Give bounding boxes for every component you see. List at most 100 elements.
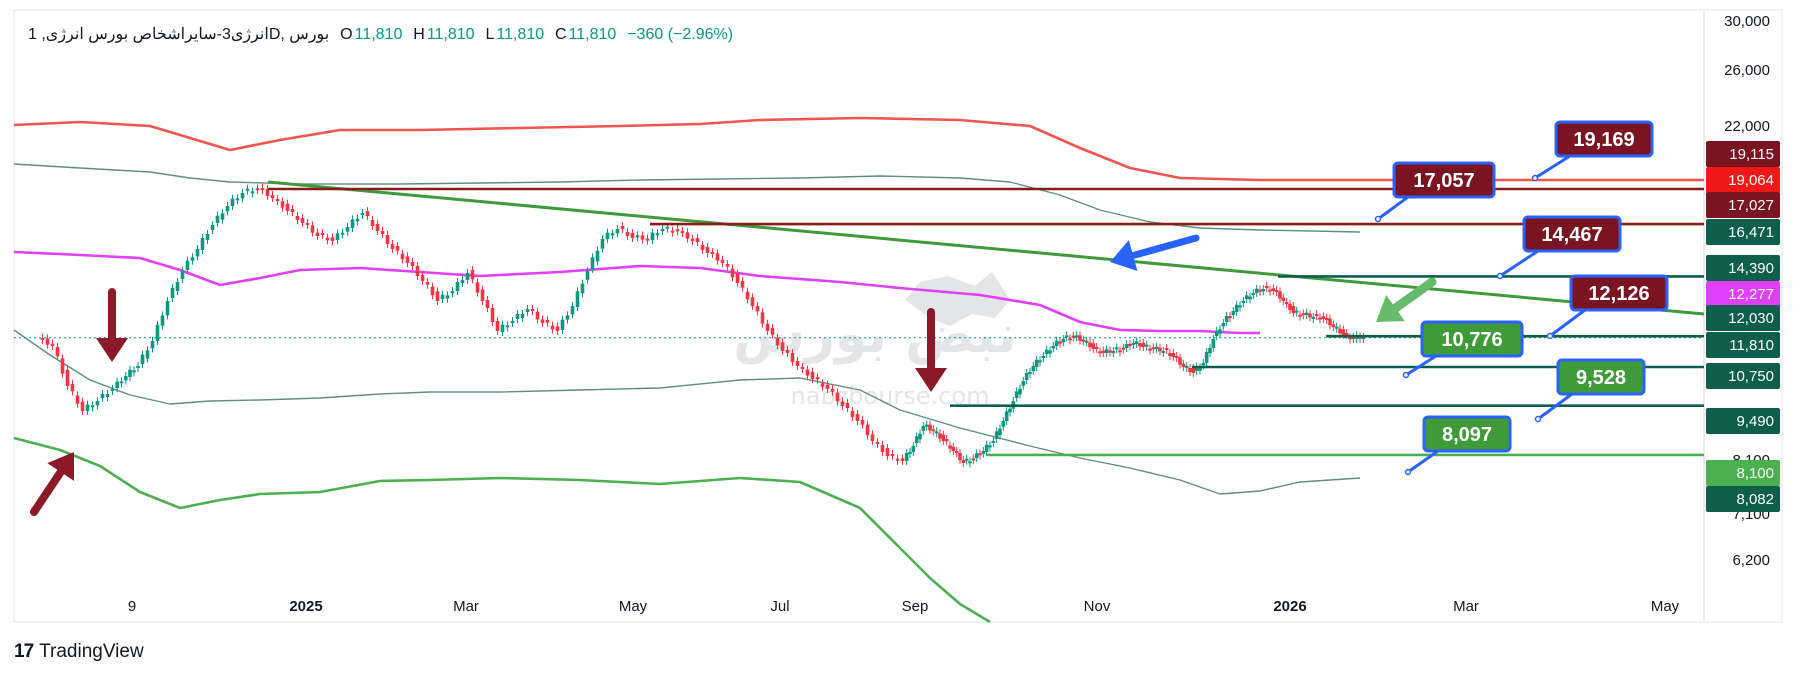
tradingview-brand[interactable]: 17 TradingView xyxy=(14,640,144,664)
candle xyxy=(490,304,495,326)
candle-body xyxy=(855,414,860,421)
candle-body xyxy=(1294,310,1299,313)
callout-label: 19,169 xyxy=(1573,129,1634,151)
candle-body xyxy=(95,401,100,406)
candle-body xyxy=(1134,341,1139,344)
candle-body xyxy=(195,249,200,257)
candle-body xyxy=(1288,304,1292,310)
candle-body xyxy=(765,323,770,331)
callout-label: 9,528 xyxy=(1576,367,1626,389)
candle-body xyxy=(951,446,956,451)
candle-body xyxy=(505,325,510,328)
candle xyxy=(210,221,215,234)
symbol-title[interactable]: انرژی3-سایراشخاص بورس انرژی, 1D, بورس xyxy=(28,26,330,43)
candle-body xyxy=(128,369,132,377)
candle xyxy=(595,246,600,266)
candle xyxy=(685,228,690,243)
candle-body xyxy=(1338,328,1342,334)
candle-body xyxy=(1138,343,1142,347)
candle-body xyxy=(1131,343,1136,345)
callout-anchor xyxy=(1496,272,1504,280)
candle xyxy=(944,435,949,446)
candle xyxy=(280,197,285,212)
price-badge: 11,810 xyxy=(1706,332,1780,358)
open-value: 11,810 xyxy=(354,26,403,43)
candle xyxy=(360,209,365,219)
candle xyxy=(931,425,936,436)
candle xyxy=(941,430,946,445)
candle-body xyxy=(470,270,475,280)
candle-body xyxy=(1108,350,1112,353)
candle-body xyxy=(675,229,680,232)
candle-body xyxy=(136,366,140,368)
candle xyxy=(1061,335,1066,347)
candle-body xyxy=(845,403,850,408)
candle-body xyxy=(1274,290,1279,292)
candle-body xyxy=(265,189,270,196)
candle-body xyxy=(230,198,235,206)
candle-body xyxy=(830,389,835,392)
candle-body xyxy=(918,433,922,440)
candle xyxy=(305,219,310,229)
price-badge-label: 17,027 xyxy=(1728,197,1774,214)
candle-body xyxy=(1058,341,1062,344)
candle xyxy=(890,450,895,460)
candle-body xyxy=(780,342,785,351)
candle xyxy=(365,207,370,220)
candle xyxy=(645,234,650,245)
candle xyxy=(235,194,240,205)
candle xyxy=(1071,331,1076,342)
candle xyxy=(1164,344,1169,354)
candle xyxy=(220,209,225,224)
candle xyxy=(1001,417,1006,431)
candle xyxy=(370,216,375,230)
candle xyxy=(1124,340,1129,352)
price-badge-label: 12,030 xyxy=(1728,310,1774,327)
callout-label: 12,126 xyxy=(1588,283,1649,305)
candle xyxy=(160,311,165,330)
candle-body xyxy=(1268,289,1272,292)
candle-body xyxy=(170,288,175,298)
price-badge-bg xyxy=(1706,460,1780,486)
arrow-shaft xyxy=(1129,234,1200,260)
moving-average xyxy=(13,250,1260,335)
candle-body xyxy=(1228,316,1232,318)
upper-band-red xyxy=(13,116,1704,182)
candle xyxy=(610,229,615,240)
candle-body xyxy=(60,358,65,374)
candle-body xyxy=(575,291,580,307)
candle-body xyxy=(280,201,285,208)
candle-body xyxy=(968,461,972,464)
candle-body xyxy=(685,232,690,239)
callout-pointer xyxy=(1537,392,1573,421)
candle-body xyxy=(941,434,946,441)
candle-body xyxy=(961,460,966,463)
candle xyxy=(655,229,660,240)
candle xyxy=(390,240,395,253)
candle xyxy=(375,220,380,235)
candle-body xyxy=(670,230,675,233)
candle xyxy=(205,230,210,244)
price-badge: 10,750 xyxy=(1706,363,1780,389)
candle xyxy=(1194,362,1199,375)
price-badge-label: 16,471 xyxy=(1728,224,1774,241)
candle xyxy=(1088,338,1092,352)
high-label: H xyxy=(413,26,425,43)
candle-body xyxy=(535,311,540,320)
candle-body xyxy=(700,245,705,250)
candle xyxy=(320,229,325,239)
price-badge: 9,490 xyxy=(1706,408,1780,434)
candle-body xyxy=(350,219,355,228)
candle-body xyxy=(1061,339,1066,343)
candle xyxy=(480,285,485,305)
candle xyxy=(270,191,275,202)
candle xyxy=(1334,322,1339,333)
candle xyxy=(780,338,785,355)
candle-body xyxy=(165,301,170,316)
candle-body xyxy=(1231,311,1236,315)
candle xyxy=(1114,343,1119,354)
arrow-shaft xyxy=(1391,277,1437,313)
candle-body xyxy=(680,231,685,233)
candle xyxy=(415,262,420,280)
